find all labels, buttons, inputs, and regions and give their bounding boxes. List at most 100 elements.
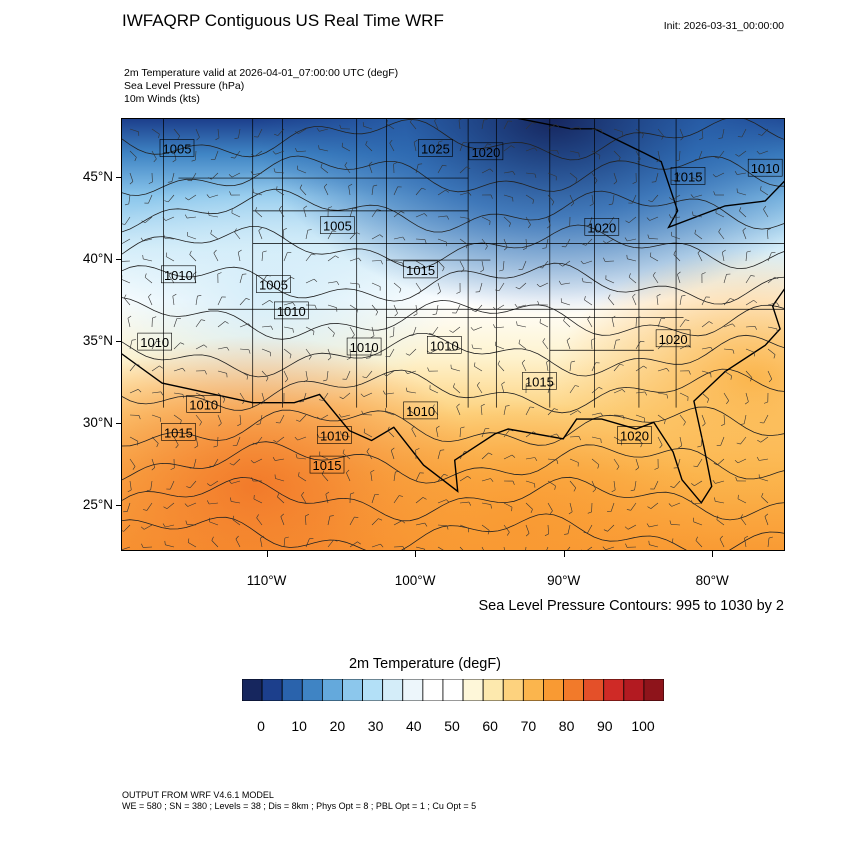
wind-barb-flag (292, 328, 294, 333)
wind-barb-flag (732, 349, 735, 354)
wind-barb-flag (649, 252, 652, 257)
wind-barb-flag (175, 444, 179, 449)
pressure-contours (122, 119, 784, 550)
wind-barb-flag (438, 140, 443, 143)
wind-barb (412, 326, 417, 336)
wind-barb (722, 252, 725, 262)
wind-barb (238, 128, 241, 138)
wind-barb (745, 251, 748, 262)
wind-barb-flag (632, 293, 636, 297)
wind-barb (217, 414, 222, 424)
wind-barb-flag (428, 333, 433, 335)
wind-barb (261, 251, 264, 262)
wind-barb-flag (525, 382, 531, 385)
wind-barb-flag (365, 140, 368, 145)
wind-barb-flag (730, 375, 732, 380)
wind-barb-flag (708, 321, 713, 324)
wind-barb-flag (366, 448, 370, 452)
wind-barb-flag (421, 187, 426, 190)
wind-barb-flag (493, 324, 496, 328)
wind-barb (759, 150, 769, 155)
wind-barb (210, 233, 219, 240)
wind-barb-flag (636, 316, 641, 319)
wind-barb-flag (344, 162, 348, 166)
wind-barb (349, 541, 358, 548)
wind-barb-flag (379, 234, 384, 238)
colorbar-label: 0 (257, 718, 265, 734)
wind-barb-flag (600, 438, 602, 444)
wind-barb-flag (570, 202, 575, 207)
wind-barb (525, 406, 531, 416)
wind-barb-flag (584, 296, 586, 301)
wind-barb (591, 172, 598, 181)
pressure-label: 1005 (323, 219, 352, 234)
wind-barb-flag (465, 244, 468, 249)
wind-barb (503, 145, 512, 152)
page-title: IWFAQRP Contiguous US Real Time WRF (122, 11, 444, 30)
wind-barb-flag (555, 124, 560, 128)
wind-barb (716, 519, 725, 526)
wind-barb-flag (734, 459, 739, 464)
wind-barb-flag (284, 536, 289, 539)
wind-barb (657, 150, 661, 160)
wind-barb-flag (551, 201, 555, 206)
wind-barb (651, 194, 659, 202)
wind-barb (195, 414, 202, 423)
lon-tick (266, 551, 268, 557)
wind-barb-flag (749, 377, 753, 382)
wind-barb-flag (210, 229, 212, 234)
wind-barb-flag (140, 526, 145, 530)
wind-barb (745, 348, 755, 353)
wind-barb-flag (187, 538, 190, 543)
wind-barb (322, 392, 329, 401)
wind-barb-flag (357, 541, 361, 545)
wind-barb-flag (565, 225, 570, 228)
wind-barb (143, 258, 153, 262)
wind-barb-flag (201, 319, 206, 321)
wind-barb-flag (350, 492, 355, 495)
wind-barb (122, 279, 131, 284)
pressure-label: 1005 (163, 142, 192, 157)
wind-barb (365, 144, 373, 152)
wind-barb (761, 496, 769, 504)
wind-barb-flag (776, 328, 778, 333)
wind-barb (127, 318, 131, 328)
wind-barb-flag (270, 325, 274, 330)
isobar (122, 333, 784, 378)
wind-barb-flag (360, 393, 365, 397)
wind-barb (254, 150, 263, 157)
wind-barb-flag (204, 370, 207, 375)
wind-barb-flag (735, 153, 739, 157)
wind-barb-flag (160, 391, 164, 396)
wind-barb-flag (474, 362, 476, 367)
wind-barb-flag (256, 514, 259, 518)
wind-barb-flag (581, 549, 582, 550)
wind-barb (209, 215, 219, 218)
wind-barb (129, 128, 139, 133)
subtitle-winds: 10m Winds (kts) (124, 93, 200, 105)
wind-barb-flag (413, 139, 418, 143)
wind-barb (481, 428, 486, 438)
wind-barb-flag (246, 375, 248, 380)
isobar (122, 476, 784, 522)
isobar (122, 262, 784, 305)
wind-barb-flag (234, 137, 239, 139)
wind-barb-flag (759, 422, 764, 424)
wind-barb-flag (622, 415, 625, 420)
wind-barb-flag (228, 480, 232, 484)
wind-barb-flag (632, 181, 637, 184)
wind-barb-flag (563, 316, 566, 321)
wind-barb (122, 546, 131, 550)
wind-barb (745, 370, 753, 378)
wind-barb (274, 171, 285, 174)
wind-barb-flag (468, 218, 470, 223)
wind-barb-flag (718, 228, 721, 232)
wind-barb (253, 498, 263, 504)
wind-barb (143, 524, 153, 530)
wind-barb-flag (137, 389, 142, 393)
wind-barb-flag (279, 205, 282, 210)
wind-barb (737, 192, 747, 196)
wind-barb (231, 501, 241, 504)
wind-barb-flag (197, 295, 202, 297)
wind-barb-flag (568, 511, 573, 515)
